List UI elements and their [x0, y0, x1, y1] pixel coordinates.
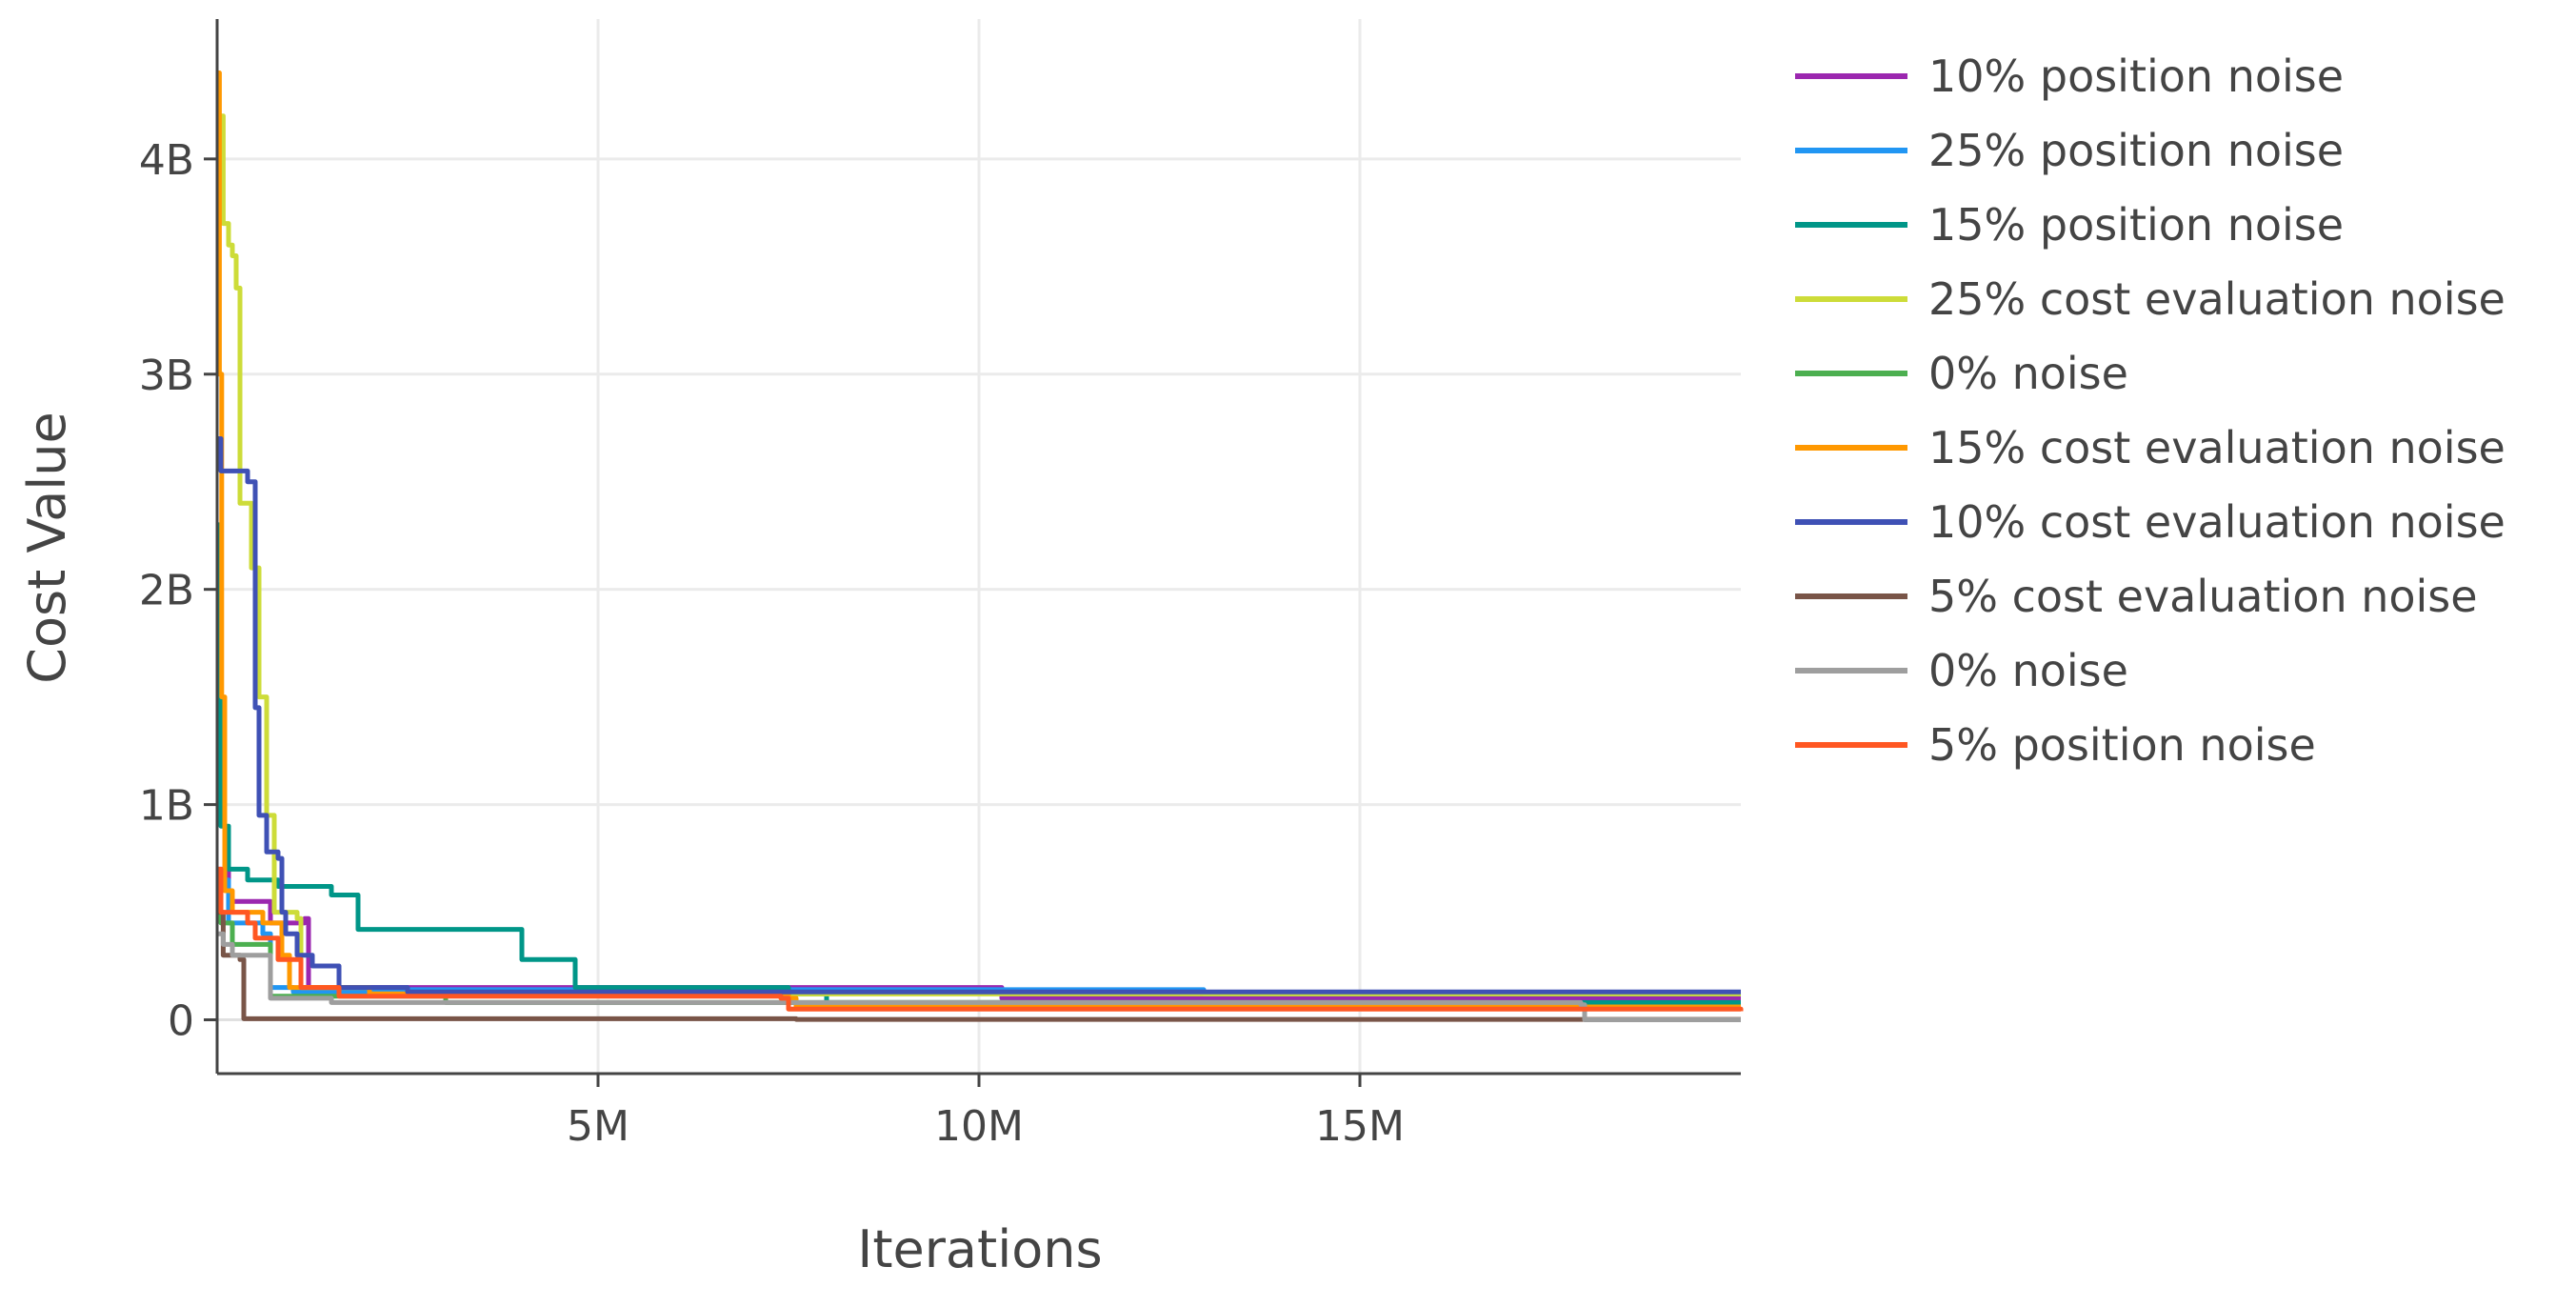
legend-label: 10% position noise — [1928, 50, 2344, 102]
legend-label: 25% position noise — [1928, 125, 2344, 176]
x-tick-label: 10M — [934, 1102, 1024, 1151]
series-layer — [216, 70, 1744, 1022]
legend-item-6: 15% cost evaluation noise — [1795, 422, 2506, 473]
legend: 10% position noise 25% position noise 15% … — [1795, 50, 2506, 771]
series-line-10 — [217, 866, 1744, 1012]
y-tick-label: 2B — [139, 567, 194, 615]
x-axis-title: Iterations — [857, 1219, 1102, 1279]
legend-item-5: 0% noise — [1795, 348, 2128, 399]
legend-item-4: 25% cost evaluation noise — [1795, 273, 2506, 325]
legend-item-10: 5% position noise — [1795, 719, 2316, 771]
legend-item-2: 25% position noise — [1795, 125, 2344, 176]
legend-label: 5% cost evaluation noise — [1928, 571, 2478, 622]
y-tick-label: 4B — [139, 136, 194, 185]
legend-label: 15% cost evaluation noise — [1928, 422, 2506, 473]
legend-label: 0% noise — [1928, 645, 2128, 696]
legend-label: 15% position noise — [1928, 199, 2344, 251]
legend-label: 5% position noise — [1928, 719, 2316, 771]
legend-item-9: 0% noise — [1795, 645, 2128, 696]
y-tick-label: 3B — [139, 352, 194, 400]
legend-label: 0% noise — [1928, 348, 2128, 399]
y-tick-label: 1B — [139, 782, 194, 831]
legend-item-1: 10% position noise — [1795, 50, 2344, 102]
legend-item-8: 5% cost evaluation noise — [1795, 571, 2478, 622]
x-tick-label: 15M — [1315, 1102, 1405, 1151]
series-line-7 — [217, 436, 1741, 995]
grid-layer — [217, 19, 1741, 1074]
legend-label: 10% cost evaluation noise — [1928, 496, 2506, 548]
y-axis-title: Cost Value — [17, 412, 77, 684]
y-tick-label: 0 — [168, 997, 194, 1046]
series-line-9 — [217, 931, 1741, 1022]
legend-item-7: 10% cost evaluation noise — [1795, 496, 2506, 548]
legend-label: 25% cost evaluation noise — [1928, 273, 2506, 325]
x-tick-label: 5M — [567, 1102, 629, 1151]
axis-layer: 0 1B 2B 3B 4B 5M 10M 15M — [139, 19, 1741, 1151]
legend-item-3: 15% position noise — [1795, 199, 2344, 251]
